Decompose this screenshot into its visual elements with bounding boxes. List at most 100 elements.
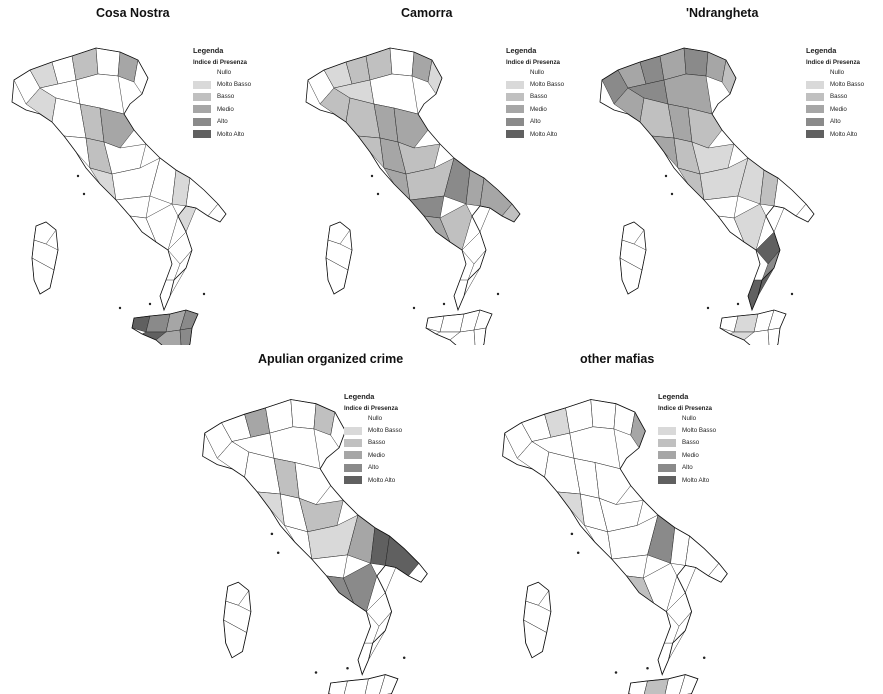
province-region — [99, 107, 135, 149]
small-island — [496, 292, 500, 296]
province-region — [471, 205, 491, 233]
legend-swatch — [658, 463, 676, 472]
small-island — [402, 656, 406, 660]
legend-heading: Legenda — [344, 392, 375, 401]
legend-label: Molto Basso — [368, 427, 403, 435]
small-island — [202, 292, 206, 296]
legend-swatch — [658, 451, 676, 460]
legend-label: Molto Alto — [217, 130, 245, 138]
legend-item: Alto — [806, 116, 864, 128]
italy-choropleth-map — [202, 399, 428, 694]
province-region — [598, 497, 644, 533]
map-legend: Legenda Indice di Presenza Nullo Molto Bass… — [506, 46, 564, 140]
legend-item: Basso — [506, 91, 564, 103]
coastline — [11, 47, 227, 312]
province-region — [611, 554, 648, 579]
legend-heading: Legenda — [658, 392, 689, 401]
legend-label: Alto — [530, 118, 541, 126]
small-island — [270, 532, 274, 536]
legend-label: Medio — [368, 451, 385, 459]
small-island — [76, 174, 80, 178]
italy-choropleth-map — [305, 47, 521, 345]
legend-item: Basso — [658, 437, 716, 449]
coastline — [305, 47, 521, 312]
legend-swatch — [506, 92, 524, 101]
legend-swatch — [806, 130, 824, 139]
legend-item: Molto Basso — [658, 424, 716, 436]
legend-label: Medio — [217, 105, 234, 113]
legend-subheading: Indice di Presenza — [658, 405, 712, 412]
legend-swatch — [506, 105, 524, 114]
province-region — [691, 141, 735, 175]
small-island — [442, 302, 446, 306]
legend-item: Molto Alto — [806, 128, 864, 140]
italy-choropleth-map — [502, 399, 728, 694]
legend-item: Alto — [506, 116, 564, 128]
legend-label: Nullo — [830, 68, 845, 76]
province-region — [95, 47, 121, 77]
small-island — [736, 302, 740, 306]
coastline — [502, 399, 728, 676]
province-region — [177, 205, 197, 233]
legend-swatch — [193, 80, 211, 89]
small-island — [346, 667, 349, 670]
italy-choropleth-map — [599, 47, 815, 345]
province-region — [311, 554, 348, 579]
map-panel-other-mafias: other mafias Legenda Indice di Presenza Nu… — [450, 348, 750, 694]
italy-choropleth-map — [11, 47, 227, 345]
legend-label: Nullo — [217, 68, 232, 76]
legend-label: Molto Basso — [530, 81, 565, 89]
map-title: Apulian organized crime — [258, 352, 404, 366]
legend-label: Basso — [682, 439, 700, 447]
legend-item: Basso — [344, 437, 402, 449]
province-region — [103, 141, 147, 175]
province-region — [393, 107, 429, 149]
small-island — [790, 292, 794, 296]
coastline — [202, 399, 428, 676]
coastline — [628, 674, 699, 694]
map-panel-apulian-organized-crime: Apulian organized crime Legenda Indice di… — [150, 348, 450, 694]
legend-swatch — [193, 105, 211, 114]
legend-item: Medio — [506, 103, 564, 115]
legend-label: Molto Alto — [830, 130, 858, 138]
legend-label: Medio — [530, 105, 547, 113]
legend-swatch — [658, 438, 676, 447]
province-region — [703, 195, 739, 219]
province-region — [676, 565, 697, 593]
map-legend: Legenda Indice di Presenza Nullo Molto Bass… — [193, 46, 251, 140]
coastline — [425, 309, 493, 345]
small-island — [702, 656, 706, 660]
legend-label: Basso — [830, 93, 848, 101]
map-legend: Legenda Indice di Presenza Nullo Molto Bass… — [344, 392, 402, 486]
legend-swatch — [344, 451, 362, 460]
legend-label: Medio — [682, 451, 699, 459]
province-region — [357, 630, 386, 675]
small-island — [376, 192, 380, 196]
province-region — [590, 399, 617, 430]
small-island — [614, 671, 618, 674]
legend-label: Medio — [830, 105, 847, 113]
legend-heading: Legenda — [193, 46, 224, 55]
province-region — [290, 399, 317, 430]
legend-swatch — [193, 68, 211, 77]
legend-item: Molto Alto — [193, 128, 251, 140]
province-region — [657, 630, 686, 675]
small-island — [118, 306, 122, 310]
province-region — [733, 203, 767, 251]
legend-swatch — [506, 117, 524, 126]
legend-label: Alto — [368, 464, 379, 472]
legend-item: Alto — [658, 462, 716, 474]
legend-swatch — [193, 117, 211, 126]
province-region — [453, 267, 481, 311]
province-region — [389, 47, 415, 77]
legend-swatch — [658, 476, 676, 485]
legend-item: Medio — [344, 449, 402, 461]
province-region — [765, 205, 785, 233]
legend-swatch — [806, 68, 824, 77]
legend-item: Molto Alto — [344, 474, 402, 486]
coastline — [328, 674, 399, 694]
legend-item: Nullo — [193, 66, 251, 78]
province-region — [439, 203, 473, 251]
legend-item: Medio — [658, 449, 716, 461]
legend-item: Alto — [344, 462, 402, 474]
